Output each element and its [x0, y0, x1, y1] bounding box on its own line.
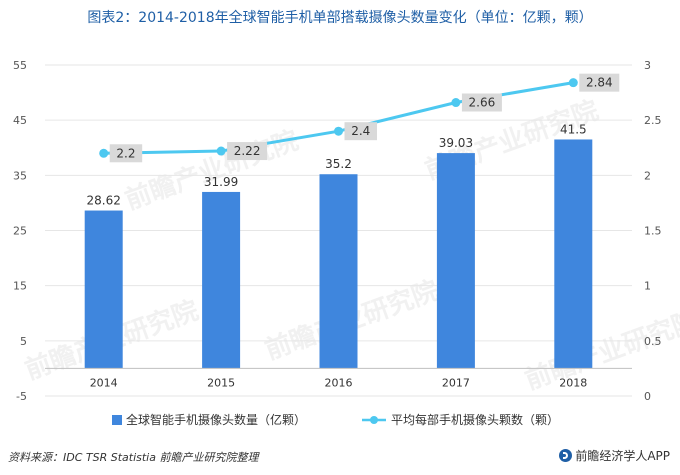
line-data-label: 2.84 [586, 76, 613, 90]
x-tick-label: 2014 [90, 376, 118, 389]
bar-data-label: 39.03 [439, 136, 473, 150]
y-left-tick-label: 25 [13, 225, 27, 238]
y-left-tick-label: 35 [13, 169, 27, 182]
y-right-tick-label: 1.5 [644, 225, 662, 238]
y-left-tick-label: 5 [20, 335, 27, 348]
x-tick-label: 2015 [207, 376, 235, 389]
y-right-tick-label: 2.5 [644, 114, 662, 127]
line-point [99, 148, 109, 158]
x-tick-label: 2016 [325, 376, 353, 389]
x-tick-label: 2018 [559, 376, 587, 389]
line-point [216, 146, 226, 156]
x-tick-label: 2017 [442, 376, 470, 389]
bar-data-label: 31.99 [204, 175, 238, 189]
bar-data-label: 41.5 [560, 122, 587, 136]
legend-swatch-bar [112, 415, 122, 425]
y-axis-left: 55 45 35 25 15 5 -5 [13, 59, 27, 403]
line-label-box [344, 122, 377, 141]
y-right-tick-label: 0.5 [644, 335, 662, 348]
y-left-tick-label: -5 [16, 390, 27, 403]
y-left-tick-label: 45 [13, 114, 27, 127]
footer: 资料来源：IDC TSR Statistia 前瞻产业研究院整理 前瞻经济学人A… [0, 443, 680, 475]
y-right-tick-label: 1 [644, 280, 651, 293]
y-axis-right: 3 2.5 2 1.5 1 0.5 0 [644, 59, 662, 403]
legend-swatch-marker [370, 416, 378, 424]
bar [554, 139, 593, 369]
brand: 前瞻经济学人APP [559, 447, 670, 464]
bar [84, 210, 123, 369]
line-point [451, 98, 461, 108]
line-label-box [461, 93, 502, 112]
line-data-label: 2.2 [116, 146, 135, 160]
legend-label: 平均每部手机摄像头颗数（颗） [391, 412, 559, 427]
y-left-tick-label: 15 [13, 280, 27, 293]
line-label-box [109, 144, 143, 163]
line-label-box [579, 73, 620, 92]
brand-label: 前瞻经济学人APP [575, 449, 670, 463]
bar [202, 191, 241, 369]
bar-series: 28.62 31.99 35.2 39.03 41.5 [84, 122, 593, 369]
brand-logo-icon [559, 449, 573, 462]
series-line [103, 81, 574, 155]
line-data-label: 2.22 [234, 144, 261, 158]
x-axis: 2014 2015 2016 2017 2018 [45, 367, 632, 389]
line-label-box [227, 142, 268, 161]
bar-data-label: 28.62 [87, 194, 121, 208]
line-data-label: 2.66 [469, 96, 496, 110]
legend-label: 全球智能手机摄像头数量（亿颗） [126, 412, 306, 427]
source-note: 资料来源：IDC TSR Statistia 前瞻产业研究院整理 [8, 451, 259, 464]
line-point [568, 78, 578, 88]
bar [319, 174, 358, 369]
bar [436, 153, 475, 369]
y-left-tick-label: 55 [13, 59, 27, 72]
line-data-label: 2.4 [351, 124, 370, 138]
line-series: 2.2 2.22 2.4 2.66 2.84 [99, 73, 620, 163]
combo-chart: 55 45 35 25 15 5 -5 3 2.5 2 1.5 1 0.5 0 28.62 31.99 35… [13, 59, 662, 427]
bar-data-label: 35.2 [325, 157, 352, 171]
chart-title: 图表2：2014-2018年全球智能手机单部搭载摄像头数量变化（单位：亿颗，颗） [87, 10, 593, 26]
legend: 全球智能手机摄像头数量（亿颗） 平均每部手机摄像头颗数（颗） [112, 412, 559, 427]
line-point [334, 126, 343, 136]
y-right-tick-label: 3 [644, 59, 651, 72]
y-right-tick-label: 2 [644, 169, 651, 182]
y-right-tick-label: 0 [644, 390, 651, 403]
